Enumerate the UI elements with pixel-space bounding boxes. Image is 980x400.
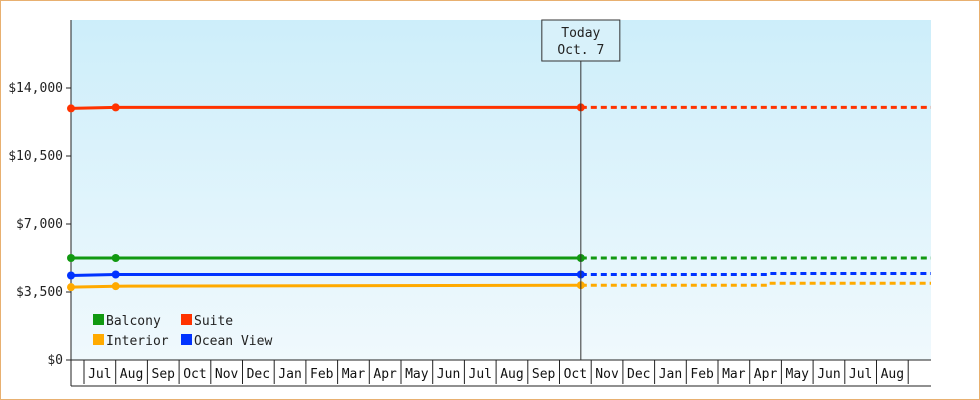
- y-tick-label: $10,500: [8, 149, 63, 164]
- data-point: [111, 282, 120, 291]
- legend-label: Interior: [106, 334, 169, 349]
- today-label: Today: [561, 26, 600, 41]
- month-label: Jul: [88, 367, 111, 382]
- legend-label: Ocean View: [194, 334, 272, 349]
- data-point: [67, 283, 75, 292]
- series-line: [70, 273, 581, 277]
- data-point: [67, 254, 75, 262]
- month-label: Jan: [659, 367, 682, 382]
- data-point: [67, 104, 75, 113]
- data-point: [111, 254, 120, 262]
- month-label: Apr: [373, 367, 397, 382]
- legend-label: Suite: [194, 314, 233, 329]
- month-label: Jun: [437, 367, 460, 382]
- month-label: Sep: [152, 367, 176, 382]
- month-label: Nov: [215, 367, 239, 382]
- month-label: Aug: [500, 367, 523, 382]
- legend-label: Balcony: [106, 314, 161, 329]
- month-label: Oct: [564, 367, 587, 382]
- month-label: Dec: [627, 367, 650, 382]
- data-point: [111, 270, 120, 279]
- series-forecast-line: [580, 281, 931, 287]
- month-label: Dec: [247, 367, 270, 382]
- month-label: Mar: [722, 367, 746, 382]
- series-line: [70, 105, 581, 110]
- legend-swatch: [181, 314, 192, 325]
- legend: Balcony Suite Interior Ocean View: [93, 314, 272, 349]
- month-label: Jul: [469, 367, 492, 382]
- series-line: [70, 283, 581, 289]
- month-label: Jul: [849, 367, 872, 382]
- plot-background: [71, 20, 931, 360]
- legend-swatch: [181, 334, 192, 345]
- month-label: May: [786, 367, 810, 382]
- month-label: Aug: [120, 367, 143, 382]
- month-label: Nov: [595, 367, 619, 382]
- month-label: Apr: [754, 367, 778, 382]
- legend-swatch: [93, 314, 104, 325]
- y-tick-label: $14,000: [8, 81, 63, 96]
- month-label: Feb: [690, 367, 714, 382]
- y-tick-label: $3,500: [16, 285, 63, 300]
- month-label: Sep: [532, 367, 556, 382]
- today-marker: Today Oct. 7: [541, 19, 621, 360]
- legend-swatch: [93, 334, 104, 345]
- series-group: [67, 103, 931, 292]
- data-point: [111, 103, 120, 112]
- today-date-label: Oct. 7: [557, 43, 604, 58]
- y-tick-label: $0: [47, 353, 63, 368]
- data-point: [67, 271, 75, 280]
- month-label: Aug: [881, 367, 904, 382]
- month-label: Feb: [310, 367, 334, 382]
- x-axis: Jul Aug Sep Oct Nov Dec Jan Feb Mar Apr May Jun Jul A…: [71, 359, 931, 387]
- month-label: Jun: [817, 367, 840, 382]
- y-axis: $0 $3,500 $7,000 $10,500 $14,000: [8, 20, 72, 386]
- month-label: May: [405, 367, 429, 382]
- y-tick-label: $7,000: [16, 217, 63, 232]
- today-box: [541, 19, 621, 62]
- series-forecast-line: [580, 272, 931, 276]
- month-label: Oct: [183, 367, 206, 382]
- month-label: Mar: [342, 367, 366, 382]
- month-label: Jan: [278, 367, 301, 382]
